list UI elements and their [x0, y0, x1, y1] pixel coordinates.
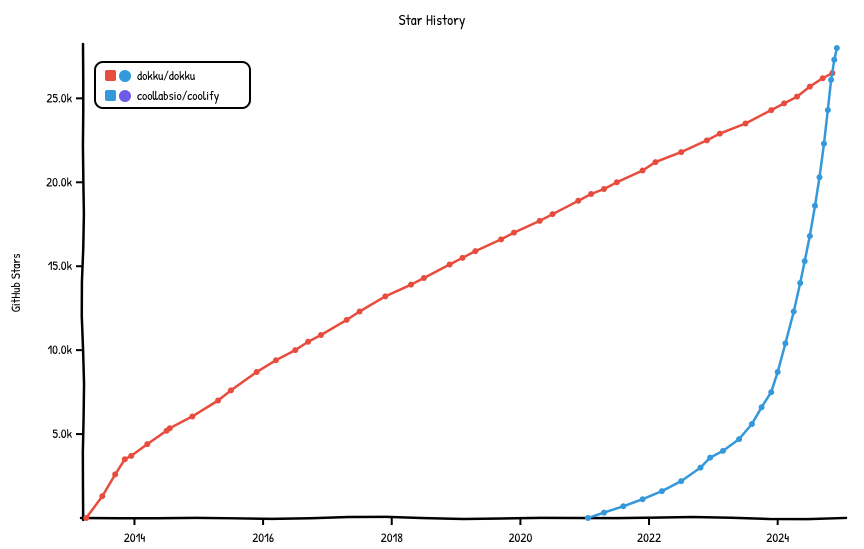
series-marker [807, 84, 813, 90]
series-marker [128, 453, 134, 459]
series-marker [421, 275, 427, 281]
legend-label: coollabsio/coolify [137, 87, 220, 105]
series-marker [759, 404, 765, 410]
x-tick-label: 2016 [252, 529, 274, 547]
y-tick-label: 10.0k [47, 341, 72, 359]
series-marker [816, 174, 822, 180]
y-tick-label: 15.0k [48, 257, 73, 275]
legend-swatch [105, 90, 116, 101]
series-marker [821, 141, 827, 147]
series-marker [472, 248, 478, 254]
series-marker [215, 398, 221, 404]
y-tick-label: 25.0k [46, 89, 72, 107]
series-marker [601, 186, 607, 192]
series-marker [511, 230, 517, 236]
series-marker [797, 280, 803, 286]
series-marker [537, 218, 543, 224]
series-marker [781, 100, 787, 106]
series-marker [550, 211, 556, 217]
series-marker [659, 488, 665, 494]
series-marker [775, 369, 781, 375]
series-marker [588, 191, 594, 197]
series-marker [794, 94, 800, 100]
series-marker [825, 107, 831, 113]
series-marker [344, 317, 350, 323]
series-marker [460, 255, 466, 261]
series-marker [575, 198, 581, 204]
series-marker [305, 339, 311, 345]
series-marker [122, 456, 128, 462]
series-marker [601, 510, 607, 516]
series-marker [707, 455, 713, 461]
series-marker [99, 493, 105, 499]
y-axis [82, 44, 84, 520]
series-marker [768, 389, 774, 395]
series-marker [678, 478, 684, 484]
y-tick-label: 5.0k [52, 425, 72, 443]
series-marker [791, 309, 797, 315]
series-marker [357, 309, 363, 315]
series-marker [640, 496, 646, 502]
series-marker [640, 168, 646, 174]
series-marker [167, 425, 173, 431]
series-marker [585, 515, 591, 521]
series-marker [144, 441, 150, 447]
series-marker [498, 236, 504, 242]
series-marker [717, 131, 723, 137]
x-tick-label: 2014 [124, 529, 146, 547]
series-marker [782, 340, 788, 346]
series-marker [807, 233, 813, 239]
series-marker [408, 282, 414, 288]
x-tick-label: 2018 [381, 529, 404, 547]
series-marker [831, 57, 837, 63]
y-tick-label: 20.0k [46, 173, 73, 191]
series-marker [820, 75, 826, 81]
x-tick-label: 2024 [766, 529, 789, 547]
x-tick-label: 2022 [637, 529, 661, 547]
series-marker [828, 77, 834, 83]
series-marker [743, 121, 749, 127]
series-marker [382, 293, 388, 299]
chart-title: Star History [399, 9, 466, 30]
series-marker [704, 137, 710, 143]
series-marker [720, 448, 726, 454]
series-marker [273, 357, 279, 363]
series-marker [678, 149, 684, 155]
legend-label: dokku/dokku [137, 67, 195, 85]
y-axis-label: GitHub Stars [7, 254, 25, 313]
series-marker [749, 421, 755, 427]
series-marker [614, 179, 620, 185]
legend-repo-icon [119, 90, 131, 102]
series-marker [834, 45, 840, 51]
legend-swatch [105, 70, 116, 81]
series-marker [697, 465, 703, 471]
series-marker [736, 436, 742, 442]
series-marker [189, 413, 195, 419]
series-marker [447, 262, 453, 268]
x-axis [81, 517, 846, 519]
series-marker [83, 515, 89, 521]
series-marker [768, 107, 774, 113]
legend-repo-icon [119, 70, 131, 82]
series-marker [112, 471, 118, 477]
x-tick-label: 2020 [508, 529, 532, 547]
series-marker [652, 159, 658, 165]
series-marker [620, 503, 626, 509]
series-marker [254, 369, 260, 375]
series-marker [812, 203, 818, 209]
series-marker [802, 258, 808, 264]
series-marker [292, 347, 298, 353]
series-marker [228, 387, 234, 393]
series-marker [318, 332, 324, 338]
